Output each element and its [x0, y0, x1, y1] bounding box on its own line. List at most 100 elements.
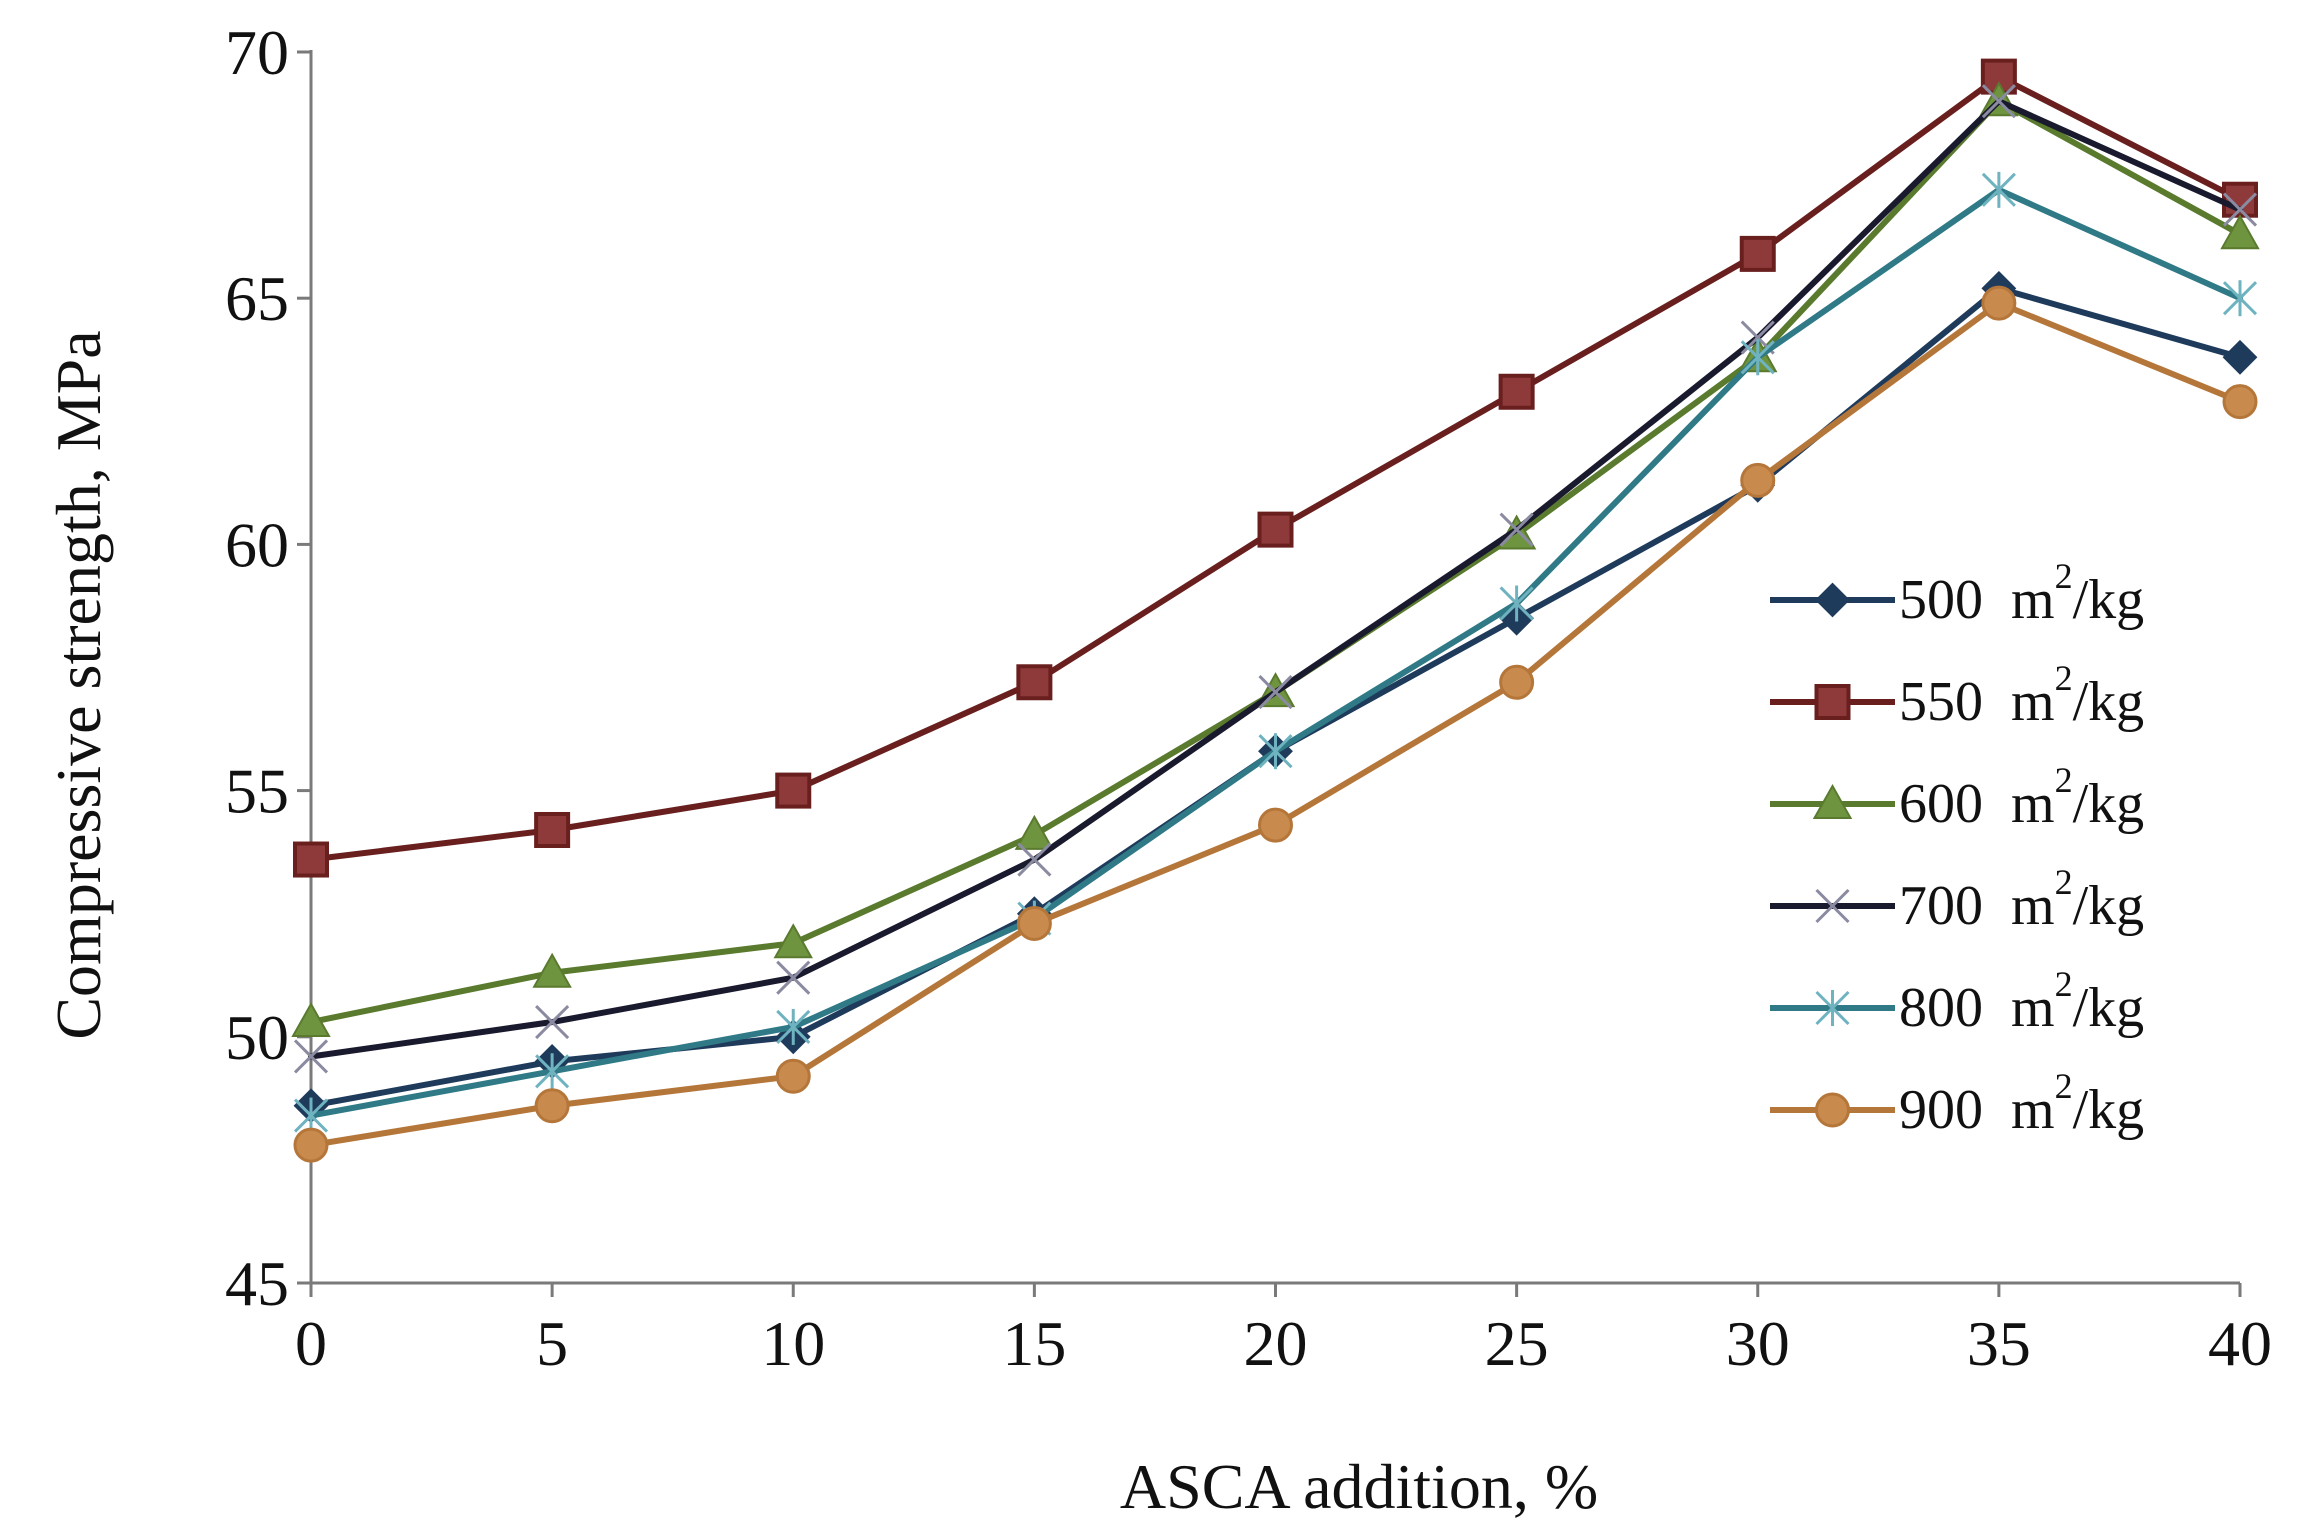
data-point-800 — [535, 1053, 570, 1090]
y-tick-label: 65 — [225, 263, 289, 334]
data-point-900 — [1981, 285, 2017, 321]
x-tick-label: 10 — [761, 1308, 825, 1379]
legend-value: 900 — [1899, 1079, 1997, 1141]
data-point-700-stroke — [1499, 512, 1534, 547]
data-point-900 — [1740, 462, 1776, 498]
legend-value: 700 — [1899, 875, 1997, 937]
legend-unit-tail: /kg — [2073, 569, 2145, 631]
x-tick-label: 15 — [1002, 1308, 1066, 1379]
legend-unit: m — [2011, 1079, 2055, 1141]
data-point-900 — [534, 1088, 570, 1124]
data-point-600 — [291, 1001, 331, 1038]
data-point-700 — [2222, 192, 2258, 227]
data-point-600 — [773, 923, 813, 959]
data-point-700-stroke — [1258, 675, 1293, 710]
legend-item-900: 900 m2/kg — [1770, 1066, 2144, 1141]
data-point-550 — [1257, 511, 1294, 548]
legend-item-800: 800 m2/kg — [1770, 964, 2144, 1039]
x-tick-label: 40 — [2208, 1308, 2272, 1379]
y-tick-label: 60 — [225, 509, 289, 580]
x-tick-label: 30 — [1726, 1308, 1790, 1379]
legend-unit-sup: 2 — [2055, 964, 2073, 1004]
data-point-800 — [1499, 585, 1534, 622]
y-tick-label: 70 — [225, 17, 289, 88]
legend-marker — [1812, 783, 1853, 819]
data-point-900 — [293, 1127, 329, 1163]
data-point-800 — [293, 1097, 329, 1134]
data-point-700 — [1981, 84, 2016, 119]
series-layer — [291, 58, 2260, 1163]
x-axis-title: ASCA addition, % — [1120, 1451, 1598, 1522]
legend-unit-tail: /kg — [2073, 671, 2145, 733]
legend-marker — [1815, 990, 1850, 1026]
data-point-550 — [1739, 235, 1776, 272]
legend-unit: m — [2011, 671, 2055, 733]
legend-unit: m — [2011, 875, 2055, 937]
legend-value: 500 — [1899, 569, 1997, 631]
x-tick-label: 20 — [1244, 1308, 1308, 1379]
legend-label: 700 m2/kg — [1899, 862, 2144, 937]
data-point-700 — [535, 1004, 570, 1040]
legend-unit-tail: /kg — [2073, 1079, 2145, 1141]
data-point-700-stroke — [535, 1004, 570, 1040]
legend-marker — [1815, 582, 1850, 618]
data-point-900 — [1016, 906, 1052, 942]
legend-unit: m — [2011, 773, 2055, 835]
legend-value: 800 — [1899, 977, 1997, 1039]
legend-unit-tail: /kg — [2073, 977, 2145, 1039]
data-point-700 — [1499, 512, 1534, 547]
data-point-900 — [775, 1058, 811, 1094]
data-point-800 — [776, 1008, 811, 1045]
data-point-600 — [532, 952, 572, 988]
y-tick-label: 50 — [225, 1002, 289, 1073]
legend-item-700: 700 m2/kg — [1770, 862, 2144, 937]
data-point-550 — [293, 841, 329, 878]
legend-marker — [1815, 888, 1850, 924]
data-point-700-stroke — [1017, 842, 1052, 877]
data-point-550 — [775, 772, 812, 809]
data-point-600 — [2220, 214, 2260, 250]
legend-unit-sup: 2 — [2055, 556, 2073, 596]
legend-unit-tail: /kg — [2073, 875, 2145, 937]
legend-label: 600 m2/kg — [1899, 760, 2144, 835]
x-tick-label: 25 — [1485, 1308, 1549, 1379]
data-point-800 — [1740, 339, 1775, 376]
x-tick-label: 0 — [295, 1308, 327, 1379]
data-point-800 — [1981, 171, 2016, 208]
legend-label: 900 m2/kg — [1899, 1066, 2144, 1141]
legend-marker — [1814, 684, 1851, 720]
data-point-700-stroke — [293, 1039, 329, 1074]
series-900 — [293, 285, 2258, 1163]
data-point-700 — [776, 960, 811, 995]
data-point-550 — [1498, 373, 1535, 410]
legend-label: 800 m2/kg — [1899, 964, 2144, 1039]
data-point-700 — [1258, 675, 1293, 710]
legend-unit-sup: 2 — [2055, 862, 2073, 902]
data-point-600 — [1014, 814, 1055, 850]
legend-unit: m — [2011, 569, 2055, 631]
legend-marker-stroke — [1815, 888, 1850, 924]
legend-marker — [1815, 1092, 1850, 1128]
data-point-550 — [534, 811, 571, 848]
data-point-700-stroke — [2222, 192, 2258, 227]
legend-unit-tail: /kg — [2073, 773, 2145, 835]
legend-unit: m — [2011, 977, 2055, 1039]
legend-value: 550 — [1899, 671, 1997, 733]
legend-unit-sup: 2 — [2055, 658, 2073, 698]
data-point-800 — [2222, 280, 2258, 317]
data-point-700 — [293, 1039, 329, 1074]
y-tick-label: 45 — [225, 1248, 289, 1319]
data-point-800 — [1258, 733, 1293, 770]
x-tick-label: 5 — [536, 1308, 568, 1379]
legend-value: 600 — [1899, 773, 1997, 835]
data-point-900 — [2222, 384, 2258, 420]
data-point-900 — [1258, 807, 1293, 843]
data-point-500 — [2222, 339, 2258, 375]
legend-label: 500 m2/kg — [1899, 556, 2144, 631]
data-point-700-stroke — [1981, 84, 2016, 119]
x-tick-label: 35 — [1967, 1308, 2031, 1379]
y-axis-title: Compressive strength, MPa — [43, 330, 114, 1039]
data-point-700 — [1017, 842, 1052, 877]
